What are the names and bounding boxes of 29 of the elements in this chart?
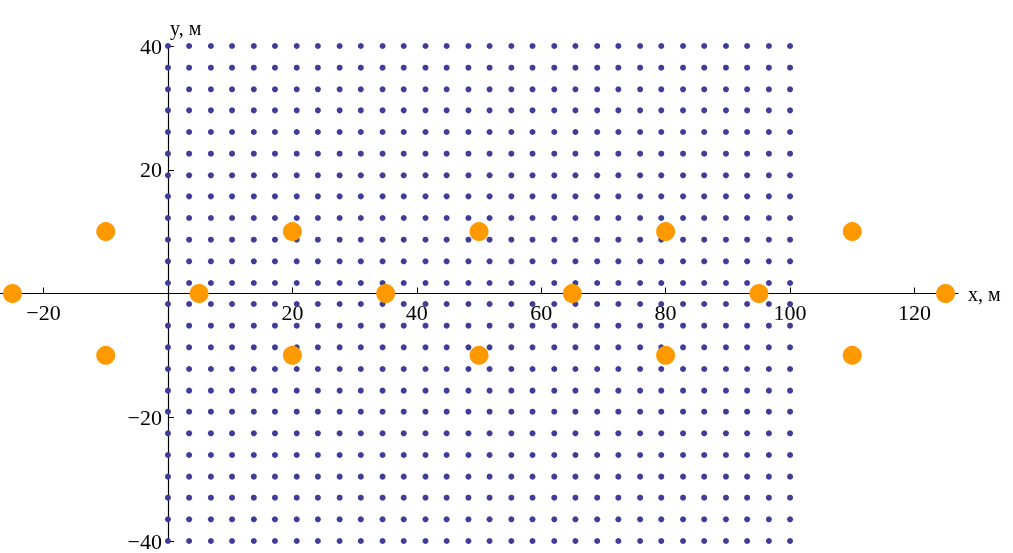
y-tick-label: −20 <box>127 404 162 430</box>
point <box>656 222 676 242</box>
point <box>96 222 116 242</box>
x-axis-title: x, м <box>968 282 1001 305</box>
point <box>842 222 862 242</box>
x-tick-label: 20 <box>281 300 304 325</box>
point <box>936 284 956 303</box>
x-tick-label: 100 <box>773 300 807 325</box>
y-tick-label: −40 <box>127 528 162 553</box>
x-tick-label: 120 <box>897 300 931 325</box>
point <box>749 284 769 303</box>
x-tick-label: −20 <box>26 300 61 325</box>
y-axis-title: y, м <box>169 17 202 40</box>
point <box>282 222 302 242</box>
point <box>842 345 862 365</box>
x-tick-label: 40 <box>405 300 428 325</box>
point <box>189 284 209 303</box>
point <box>2 284 22 303</box>
point <box>656 345 676 365</box>
y-tick-label: 40 <box>139 33 162 59</box>
point <box>562 284 582 303</box>
point <box>282 345 302 365</box>
x-tick-label: 80 <box>654 300 677 325</box>
point <box>469 222 489 242</box>
x-tick-label: 60 <box>530 300 553 325</box>
point <box>96 345 116 365</box>
point <box>376 284 396 303</box>
y-tick-label: 20 <box>139 157 162 183</box>
point <box>469 345 489 365</box>
